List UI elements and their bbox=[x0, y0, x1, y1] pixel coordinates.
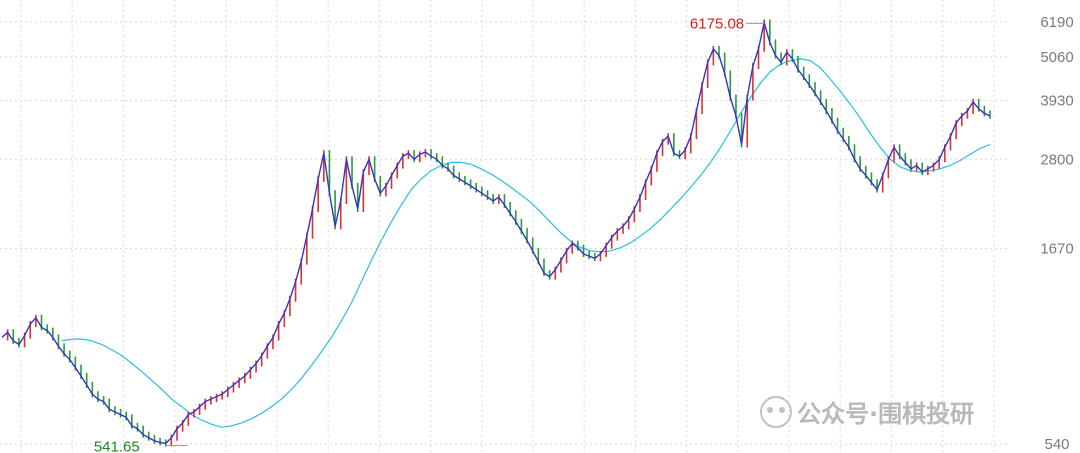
y-tick-label: 540 bbox=[1044, 436, 1069, 453]
watermark-logo-icon-inner bbox=[767, 407, 773, 413]
low-annotation: 541.65 bbox=[94, 438, 140, 453]
y-tick-label: 6190 bbox=[1040, 14, 1073, 31]
watermark: 公众号·围棋投研 bbox=[760, 396, 974, 428]
horizontal-grid bbox=[0, 21, 1010, 445]
watermark-text: 公众号·围棋投研 bbox=[797, 400, 974, 428]
y-tick-label: 1670 bbox=[1040, 241, 1073, 258]
annotation-layer: 6175.08 541.65 bbox=[94, 15, 765, 453]
moving-average-layer bbox=[61, 58, 991, 428]
moving-average-line bbox=[61, 58, 991, 428]
y-tick-label: 2800 bbox=[1040, 151, 1073, 168]
high-annotation: 6175.08 bbox=[690, 15, 744, 32]
y-tick-label: 5060 bbox=[1040, 49, 1073, 66]
price-layer bbox=[1, 19, 991, 447]
watermark-logo-icon-inner bbox=[779, 407, 785, 413]
y-tick-label: 3930 bbox=[1040, 93, 1073, 110]
price-line bbox=[1, 22, 991, 445]
watermark-logo-icon bbox=[760, 396, 792, 428]
y-axis: 6190 5060 3930 2800 1670 540 bbox=[1040, 14, 1073, 453]
vertical-grid bbox=[20, 0, 995, 453]
